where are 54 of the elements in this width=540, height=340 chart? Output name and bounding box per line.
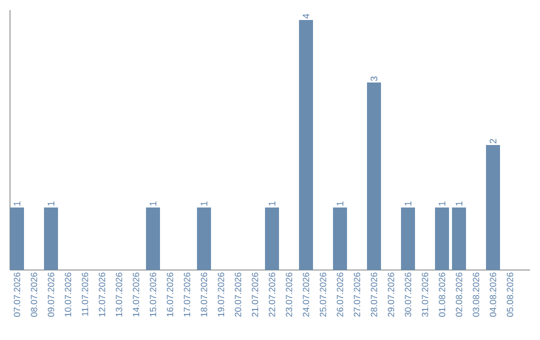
bar <box>299 20 314 270</box>
bar <box>452 208 466 270</box>
x-tick-label: 31.07.2026 <box>422 272 428 317</box>
x-tick-label: 22.07.2026 <box>268 272 276 317</box>
x-tick-label: 20.07.2026 <box>234 272 242 317</box>
data-label: 1 <box>456 202 462 206</box>
x-tick-label: 12.07.2026 <box>98 272 106 316</box>
data-label: 1 <box>404 202 412 206</box>
x-tick-label: 04.08.2026 <box>490 272 496 317</box>
data-label: 1 <box>48 202 54 206</box>
data-label: 1 <box>14 202 20 206</box>
x-tick-label: 25.07.2026 <box>320 272 326 317</box>
x-tick-label: 27.07.2026 <box>354 272 360 317</box>
x-tick-label: 01.08.2026 <box>438 272 446 317</box>
x-tick-label: 21.07.2026 <box>252 272 258 317</box>
bar <box>435 208 450 270</box>
x-tick-label: 08.07.2026 <box>30 272 38 317</box>
x-tick-label: 10.07.2026 <box>64 272 72 316</box>
x-tick-label: 11.07.2026 <box>82 272 88 316</box>
x-tick-label: 18.07.2026 <box>200 272 208 316</box>
bar <box>401 208 416 270</box>
data-label: 4 <box>302 14 310 19</box>
x-tick-label: 09.07.2026 <box>48 272 54 317</box>
bar <box>10 208 24 270</box>
data-label: 2 <box>490 139 496 144</box>
data-label: 1 <box>438 202 446 206</box>
x-tick-label: 14.07.2026 <box>132 272 140 316</box>
x-tick-label: 05.08.2026 <box>506 272 514 317</box>
bar <box>197 208 212 270</box>
data-label: 3 <box>370 76 378 81</box>
x-tick-label: 16.07.2026 <box>166 272 174 316</box>
x-tick-label: 17.07.2026 <box>184 272 190 316</box>
data-label: 1 <box>336 202 344 206</box>
x-tick-label: 23.07.2026 <box>286 272 292 317</box>
x-tick-label: 26.07.2026 <box>336 272 344 317</box>
x-tick-label: 28.07.2026 <box>370 272 378 317</box>
x-tick-label: 19.07.2026 <box>218 272 224 316</box>
data-label: 1 <box>268 202 276 206</box>
bar <box>146 208 160 270</box>
data-label: 1 <box>200 202 208 206</box>
x-tick-label: 03.08.2026 <box>472 272 480 317</box>
x-tick-label: 29.07.2026 <box>388 272 394 317</box>
bar <box>486 144 500 270</box>
x-tick-label: 07.07.2026 <box>14 272 20 317</box>
data-label: 1 <box>150 202 156 206</box>
bar <box>265 208 280 270</box>
bar <box>367 82 382 270</box>
bar <box>333 208 348 270</box>
x-tick-label: 24.07.2026 <box>302 272 310 317</box>
x-tick-label: 30.07.2026 <box>404 272 412 317</box>
bar <box>44 208 58 270</box>
x-tick-label: 02.08.2026 <box>456 272 462 317</box>
x-tick-label: 15.07.2026 <box>150 272 156 316</box>
x-tick-label: 13.07.2026 <box>116 272 122 316</box>
